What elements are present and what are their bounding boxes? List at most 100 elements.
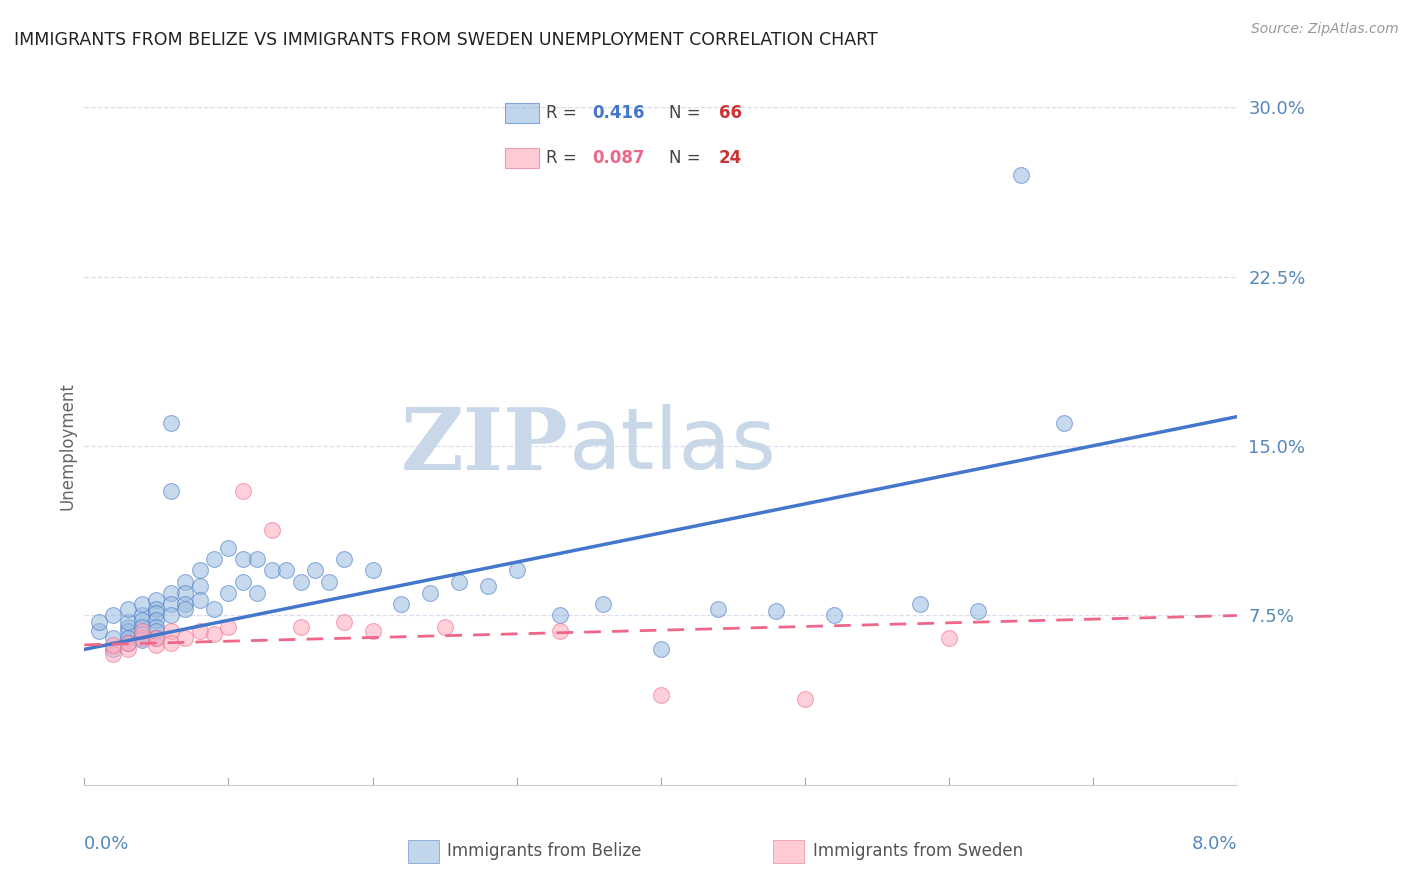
Point — [361, 563, 384, 577]
Point — [202, 552, 225, 566]
Point — [131, 620, 153, 634]
Point — [117, 635, 139, 649]
Point — [650, 688, 672, 702]
Text: atlas: atlas — [568, 404, 776, 488]
Point — [87, 624, 110, 639]
Point — [117, 601, 139, 615]
Point — [117, 631, 139, 645]
Point — [160, 586, 183, 600]
Point — [145, 606, 167, 620]
Point — [433, 620, 456, 634]
Point — [174, 574, 197, 589]
Point — [145, 620, 167, 634]
Text: 8.0%: 8.0% — [1192, 835, 1237, 853]
Point — [232, 552, 254, 566]
Point — [103, 631, 124, 645]
Text: IMMIGRANTS FROM BELIZE VS IMMIGRANTS FROM SWEDEN UNEMPLOYMENT CORRELATION CHART: IMMIGRANTS FROM BELIZE VS IMMIGRANTS FRO… — [14, 31, 877, 49]
Point — [967, 604, 990, 618]
Point — [160, 484, 183, 499]
Point — [938, 631, 960, 645]
Bar — [505, 103, 540, 123]
Point — [174, 631, 197, 645]
Point — [910, 597, 932, 611]
Point — [145, 638, 167, 652]
Text: R =: R = — [546, 104, 582, 122]
Point — [218, 541, 240, 555]
Point — [117, 642, 139, 657]
Point — [548, 624, 571, 639]
Point — [131, 633, 153, 648]
Point — [131, 613, 153, 627]
Point — [103, 642, 124, 657]
Point — [548, 608, 571, 623]
Text: Source: ZipAtlas.com: Source: ZipAtlas.com — [1251, 22, 1399, 37]
Point — [160, 608, 183, 623]
Text: N =: N = — [669, 104, 706, 122]
Text: N =: N = — [669, 149, 706, 167]
Point — [477, 579, 499, 593]
Point — [174, 597, 197, 611]
Point — [419, 586, 441, 600]
Point — [145, 601, 167, 615]
Text: 0.087: 0.087 — [592, 149, 644, 167]
Point — [160, 417, 183, 431]
Point — [290, 574, 312, 589]
Point — [103, 647, 124, 661]
Point — [117, 635, 139, 649]
Point — [174, 601, 197, 615]
Point — [160, 624, 183, 639]
Point — [117, 620, 139, 634]
Point — [131, 626, 153, 640]
Point — [87, 615, 110, 630]
Point — [232, 484, 254, 499]
Point — [174, 586, 197, 600]
Point — [145, 631, 167, 645]
Point — [103, 608, 124, 623]
Point — [794, 692, 817, 706]
Point — [260, 523, 283, 537]
Point — [290, 620, 312, 634]
Point — [145, 613, 167, 627]
Point — [103, 638, 124, 652]
Point — [260, 563, 283, 577]
Point — [117, 615, 139, 630]
Text: 0.0%: 0.0% — [84, 835, 129, 853]
Point — [707, 601, 730, 615]
Point — [333, 552, 356, 566]
Point — [117, 624, 139, 639]
Point — [131, 597, 153, 611]
Point — [145, 592, 167, 607]
Point — [333, 615, 356, 630]
Point — [361, 624, 384, 639]
Text: Immigrants from Sweden: Immigrants from Sweden — [813, 842, 1022, 860]
Point — [1053, 417, 1076, 431]
Text: R =: R = — [546, 149, 582, 167]
Text: 0.416: 0.416 — [592, 104, 644, 122]
Point — [246, 586, 269, 600]
Point — [391, 597, 413, 611]
Text: ZIP: ZIP — [401, 404, 568, 488]
Point — [202, 626, 225, 640]
Point — [145, 631, 167, 645]
Point — [506, 563, 529, 577]
Point — [188, 624, 211, 639]
Point — [1010, 168, 1032, 182]
Text: Immigrants from Belize: Immigrants from Belize — [447, 842, 641, 860]
Point — [160, 597, 183, 611]
Point — [304, 563, 326, 577]
Point — [318, 574, 340, 589]
Point — [218, 586, 240, 600]
Point — [131, 608, 153, 623]
Point — [823, 608, 845, 623]
Point — [188, 592, 211, 607]
Point — [160, 635, 183, 649]
Point — [276, 563, 298, 577]
Text: 66: 66 — [718, 104, 742, 122]
Point — [650, 642, 672, 657]
Point — [592, 597, 614, 611]
Point — [232, 574, 254, 589]
Point — [188, 563, 211, 577]
Point — [202, 601, 225, 615]
Point — [218, 620, 240, 634]
Point — [145, 624, 167, 639]
